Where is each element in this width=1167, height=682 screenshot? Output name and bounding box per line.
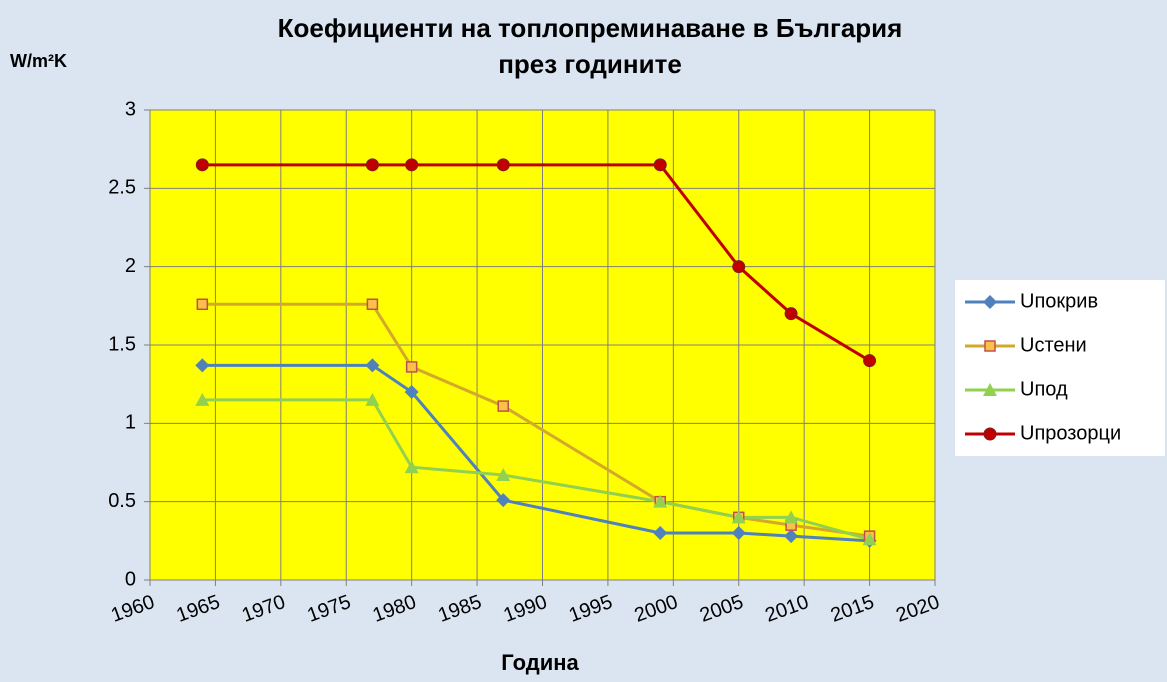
marker bbox=[497, 400, 509, 412]
marker bbox=[196, 298, 209, 311]
x-axis-label: Година bbox=[501, 650, 579, 675]
series-line bbox=[202, 398, 870, 541]
marker bbox=[365, 158, 379, 172]
marker bbox=[653, 494, 668, 508]
marker bbox=[496, 468, 511, 482]
chart-title: Коефициенти на топлопреминаване в Българ… bbox=[278, 13, 903, 43]
y-tick-label: 1 bbox=[125, 412, 136, 434]
marker bbox=[983, 427, 997, 441]
marker bbox=[195, 158, 209, 172]
marker bbox=[731, 526, 746, 540]
marker bbox=[862, 532, 877, 546]
marker bbox=[784, 510, 799, 524]
legend-label: Uпод bbox=[1020, 378, 1068, 400]
marker bbox=[496, 493, 511, 508]
legend-label: Uстени bbox=[1020, 334, 1087, 356]
chart-title: през годините bbox=[498, 49, 682, 79]
marker bbox=[732, 260, 746, 274]
legend bbox=[955, 280, 1165, 456]
series-line bbox=[202, 363, 870, 543]
marker bbox=[405, 361, 418, 373]
marker bbox=[404, 460, 419, 474]
marker bbox=[784, 529, 799, 544]
marker bbox=[195, 358, 210, 373]
y-tick-label: 1.5 bbox=[108, 333, 136, 355]
marker bbox=[983, 383, 997, 396]
y-tick-label: 2.5 bbox=[108, 177, 136, 199]
series-line bbox=[202, 302, 870, 538]
marker bbox=[653, 526, 668, 540]
y-axis-label: W/m²K bbox=[10, 51, 67, 71]
series-line bbox=[202, 163, 871, 362]
y-tick-label: 2 bbox=[125, 255, 136, 277]
marker bbox=[984, 340, 996, 352]
y-tick-label: 0.5 bbox=[108, 490, 136, 512]
marker bbox=[863, 354, 877, 368]
marker bbox=[366, 298, 379, 311]
y-tick-label: 3 bbox=[125, 98, 136, 120]
marker bbox=[653, 158, 667, 172]
legend-label: Uпрозорци bbox=[1020, 422, 1121, 444]
marker bbox=[195, 392, 210, 406]
marker bbox=[731, 510, 746, 524]
marker bbox=[404, 385, 419, 399]
marker bbox=[983, 295, 997, 309]
marker bbox=[784, 307, 798, 321]
legend-label: Uпокрив bbox=[1020, 290, 1098, 312]
marker bbox=[365, 392, 380, 406]
y-tick-label: 0 bbox=[125, 568, 136, 590]
marker bbox=[405, 158, 419, 172]
marker bbox=[365, 358, 380, 373]
marker bbox=[496, 158, 510, 172]
